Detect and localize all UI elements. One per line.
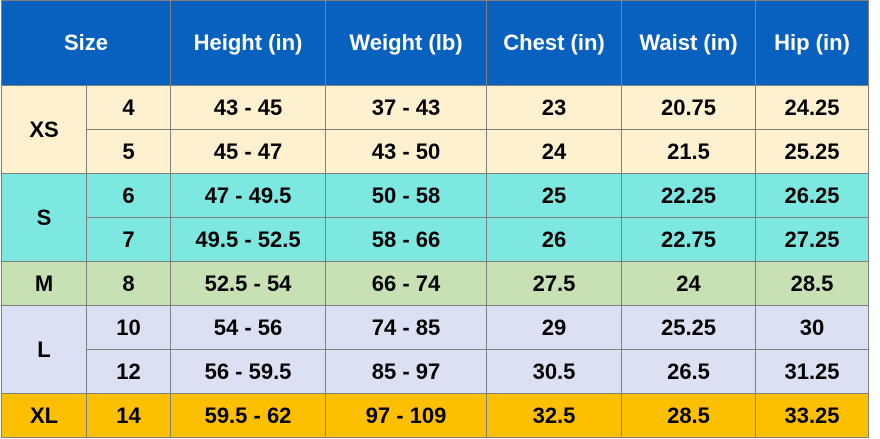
header-weight: Weight (lb) (325, 0, 487, 86)
waist-cell: 21.5 (621, 129, 756, 174)
weight-cell: 66 - 74 (325, 261, 487, 306)
hip-cell: 31.25 (755, 349, 869, 394)
hip-cell: 24.25 (755, 85, 869, 130)
size-number: 5 (86, 129, 171, 174)
chest-cell: 29 (486, 305, 622, 350)
waist-cell: 24 (621, 261, 756, 306)
weight-cell: 74 - 85 (325, 305, 487, 350)
hip-cell: 30 (755, 305, 869, 350)
waist-cell: 22.75 (621, 217, 756, 262)
size-number: 4 (86, 85, 171, 130)
chest-cell: 24 (486, 129, 622, 174)
weight-cell: 97 - 109 (325, 393, 487, 438)
chest-cell: 32.5 (486, 393, 622, 438)
waist-cell: 20.75 (621, 85, 756, 130)
size-label: M (1, 261, 87, 306)
size-number: 7 (86, 217, 171, 262)
header-height: Height (in) (170, 0, 326, 86)
size-number: 6 (86, 173, 171, 218)
weight-cell: 58 - 66 (325, 217, 487, 262)
hip-cell: 28.5 (755, 261, 869, 306)
table-row: 7 49.5 - 52.5 58 - 66 26 22.75 27.25 (2, 217, 869, 262)
table-row: 12 56 - 59.5 85 - 97 30.5 26.5 31.25 (2, 349, 869, 394)
hip-cell: 27.25 (755, 217, 869, 262)
waist-cell: 26.5 (621, 349, 756, 394)
table-row: 5 45 - 47 43 - 50 24 21.5 25.25 (2, 129, 869, 174)
table-row: XS 4 43 - 45 37 - 43 23 20.75 24.25 (1, 85, 869, 174)
size-number: 12 (86, 349, 171, 394)
chest-cell: 27.5 (486, 261, 622, 306)
height-cell: 49.5 - 52.5 (170, 217, 326, 262)
chest-cell: 25 (486, 173, 622, 218)
height-cell: 56 - 59.5 (170, 349, 326, 394)
weight-cell: 85 - 97 (325, 349, 487, 394)
table-row: S 6 47 - 49.5 50 - 58 25 22.25 26.25 (1, 173, 869, 262)
table-row: XL 14 59.5 - 62 97 - 109 32.5 28.5 33.25 (1, 393, 869, 438)
height-cell: 52.5 - 54 (170, 261, 326, 306)
header-waist: Waist (in) (621, 0, 756, 86)
chest-cell: 26 (486, 217, 622, 262)
height-cell: 45 - 47 (170, 129, 326, 174)
height-cell: 54 - 56 (170, 305, 326, 350)
weight-cell: 43 - 50 (325, 129, 487, 174)
size-number: 10 (86, 305, 171, 350)
size-label: L (1, 305, 87, 394)
chest-cell: 30.5 (486, 349, 622, 394)
table-row: L 10 54 - 56 74 - 85 29 25.25 30 (1, 305, 869, 394)
hip-cell: 26.25 (755, 173, 869, 218)
height-cell: 43 - 45 (170, 85, 326, 130)
header-hip: Hip (in) (755, 0, 869, 86)
size-label: S (1, 173, 87, 262)
chest-cell: 23 (486, 85, 622, 130)
header-chest: Chest (in) (486, 0, 622, 86)
header-size: Size (1, 0, 171, 86)
waist-cell: 25.25 (621, 305, 756, 350)
size-number: 14 (86, 393, 171, 438)
height-cell: 59.5 - 62 (170, 393, 326, 438)
weight-cell: 37 - 43 (325, 85, 487, 130)
header-row: Size Height (in) Weight (lb) Chest (in) … (1, 0, 869, 86)
size-label: XS (1, 85, 87, 174)
hip-cell: 25.25 (755, 129, 869, 174)
size-number: 8 (86, 261, 171, 306)
weight-cell: 50 - 58 (325, 173, 487, 218)
size-label: XL (1, 393, 87, 438)
table-row: M 8 52.5 - 54 66 - 74 27.5 24 28.5 (1, 261, 869, 306)
hip-cell: 33.25 (755, 393, 869, 438)
height-cell: 47 - 49.5 (170, 173, 326, 218)
waist-cell: 22.25 (621, 173, 756, 218)
waist-cell: 28.5 (621, 393, 756, 438)
